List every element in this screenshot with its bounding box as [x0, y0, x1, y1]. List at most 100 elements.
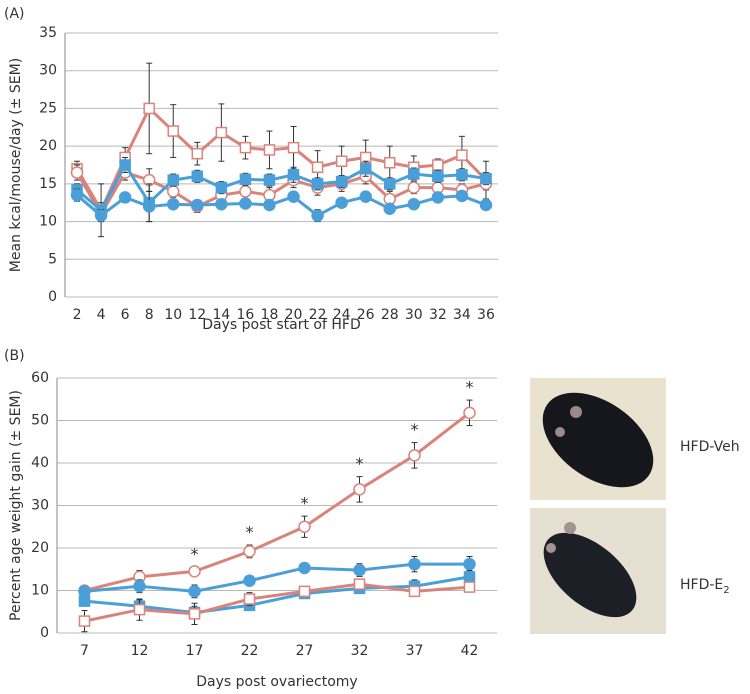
marker: [455, 189, 469, 203]
marker: [70, 188, 84, 202]
series-line: [75, 105, 488, 214]
marker: [463, 571, 476, 583]
marker: [191, 147, 204, 160]
x-tick-label: 14: [212, 307, 230, 323]
marker: [239, 185, 252, 198]
marker: [353, 483, 366, 496]
mouse: [543, 532, 637, 618]
significance-label: *: [246, 523, 254, 542]
marker: [287, 141, 300, 154]
x-axis-title: Days post ovariectomy: [196, 674, 357, 690]
marker: [263, 198, 276, 212]
marker: [287, 190, 300, 203]
marker: [243, 574, 256, 587]
significance-label: *: [191, 545, 199, 564]
marker: [456, 149, 468, 161]
x-tick-label: 8: [145, 307, 154, 323]
series-line: [84, 575, 470, 615]
series-line: [84, 411, 471, 592]
marker: [431, 191, 445, 204]
x-tick-label: 4: [97, 307, 106, 323]
y-tick-label: 20: [31, 540, 49, 556]
marker: [408, 585, 421, 598]
marker: [133, 580, 146, 593]
marker: [298, 585, 311, 598]
x-tick-label: 36: [477, 307, 495, 323]
y-tick-label: 35: [39, 25, 57, 41]
photo-e2: HFD-E2: [530, 508, 730, 634]
marker: [463, 581, 476, 593]
x-tick-label: 22: [309, 307, 327, 323]
marker: [311, 161, 324, 174]
marker: [118, 191, 132, 204]
y-tick-label: 40: [31, 455, 49, 471]
marker: [263, 144, 276, 156]
marker: [383, 202, 396, 215]
y-tick-label: 10: [39, 214, 57, 230]
marker: [167, 125, 179, 137]
marker: [70, 166, 84, 179]
marker: [215, 197, 228, 211]
marker: [384, 178, 396, 190]
x-tick-label: 20: [285, 307, 303, 323]
photo-veh: HFD-Veh: [530, 378, 740, 500]
marker: [432, 170, 444, 183]
y-tick-label: 25: [39, 100, 57, 116]
marker: [78, 595, 91, 607]
x-tick-label: 32: [351, 643, 369, 659]
series-line: [84, 582, 470, 623]
x-tick-label: 28: [381, 307, 399, 323]
marker: [263, 174, 276, 186]
marker: [353, 563, 366, 577]
marker: [335, 155, 348, 167]
marker: [188, 585, 201, 598]
marker: [359, 163, 372, 175]
y-tick-label: 30: [31, 498, 49, 514]
x-tick-label: 18: [261, 307, 279, 323]
marker: [243, 593, 256, 605]
marker: [133, 603, 146, 616]
x-tick-label: 6: [121, 307, 130, 323]
marker: [143, 102, 155, 115]
marker: [167, 197, 180, 211]
significance-label: *: [356, 454, 364, 473]
marker: [407, 197, 421, 211]
marker: [463, 557, 476, 571]
marker: [384, 156, 396, 169]
photo-label-text: HFD-E: [680, 577, 723, 593]
marker: [78, 585, 91, 598]
x-tick-label: 12: [188, 307, 206, 323]
x-tick-label: 34: [453, 307, 471, 323]
x-tick-label: 27: [296, 643, 314, 659]
marker: [243, 545, 256, 558]
mouse-ear: [546, 543, 556, 553]
y-tick-label: 30: [39, 63, 57, 79]
marker: [215, 126, 228, 139]
y-tick-label: 10: [31, 583, 49, 599]
x-tick-label: 24: [333, 307, 351, 323]
x-tick-label: 32: [429, 307, 447, 323]
y-tick-label: 60: [31, 370, 49, 386]
significance-label: *: [466, 378, 474, 397]
marker: [298, 520, 311, 533]
y-tick-label: 50: [31, 413, 49, 429]
marker: [239, 141, 252, 154]
panel-label: (B): [4, 348, 25, 364]
marker: [335, 175, 348, 188]
marker: [480, 172, 492, 185]
marker: [432, 159, 444, 171]
photo-label-subscript: 2: [723, 585, 729, 596]
x-tick-label: 37: [406, 643, 424, 659]
y-tick-label: 0: [48, 289, 57, 305]
marker: [408, 557, 421, 571]
marker: [191, 198, 204, 212]
x-tick-label: 42: [461, 643, 479, 659]
marker: [239, 197, 252, 210]
marker: [311, 178, 324, 190]
marker: [78, 615, 91, 627]
x-tick-label: 30: [405, 307, 423, 323]
series-line: [76, 194, 487, 218]
marker: [335, 196, 348, 209]
marker: [298, 561, 311, 575]
